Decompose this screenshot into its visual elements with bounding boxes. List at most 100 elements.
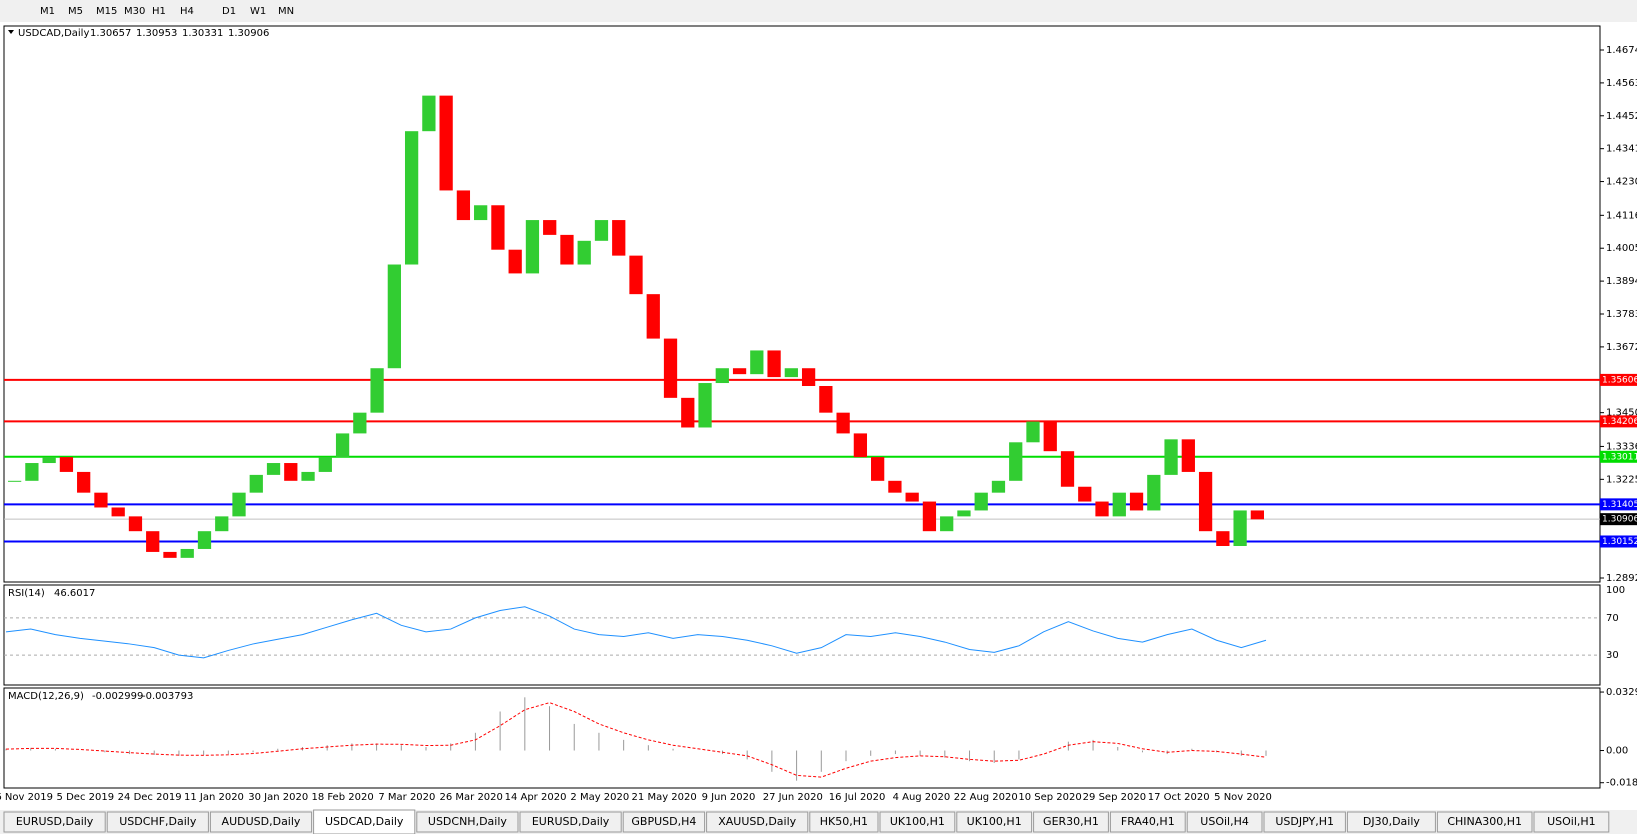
macd-pane: [3, 687, 1601, 789]
candle: [318, 457, 332, 472]
tab[interactable]: [1186, 811, 1263, 833]
timeframe-button[interactable]: M30: [124, 6, 145, 17]
tab[interactable]: [1109, 811, 1186, 833]
rsi-pane: [3, 584, 1601, 686]
candle: [560, 234, 574, 265]
tab-label[interactable]: USDCAD,Daily: [325, 815, 404, 828]
tab[interactable]: [416, 811, 519, 833]
level-label: 1.35606: [1602, 375, 1637, 385]
candle: [1112, 492, 1126, 517]
timeframe-button[interactable]: D1: [222, 6, 236, 17]
tab[interactable]: [313, 809, 416, 835]
candle: [232, 492, 246, 517]
macd-name: MACD(12,26,9): [8, 691, 84, 702]
tab-label[interactable]: EURUSD,Daily: [532, 815, 610, 828]
level-tag: [1600, 373, 1637, 386]
tab-label[interactable]: XAUUSD,Daily: [718, 815, 796, 828]
tab-label[interactable]: GBPUSD,H4: [631, 815, 696, 828]
candle: [508, 249, 522, 274]
candle: [180, 548, 194, 558]
tab[interactable]: [1263, 811, 1346, 833]
candle: [991, 480, 1006, 493]
tab-label[interactable]: USDJPY,H1: [1275, 815, 1334, 828]
tab-label[interactable]: GER30,H1: [1043, 815, 1099, 828]
candle: [888, 480, 902, 493]
tab[interactable]: [809, 811, 879, 833]
tab[interactable]: [1533, 811, 1610, 833]
timeframe-button[interactable]: M15: [96, 6, 117, 17]
tab-label[interactable]: AUDUSD,Daily: [222, 815, 301, 828]
candle: [577, 240, 591, 265]
level-tag: [1600, 498, 1637, 511]
y-tick-label: 1.43410: [1606, 144, 1637, 155]
date-label: 18 Feb 2020: [311, 792, 373, 803]
tab[interactable]: [706, 811, 809, 833]
tab[interactable]: [879, 811, 956, 833]
tab-label[interactable]: USDCNH,Daily: [428, 815, 508, 828]
tab[interactable]: [956, 811, 1033, 833]
date-label: 27 Jun 2020: [763, 792, 823, 803]
current-price-tag: [1600, 513, 1637, 526]
date-label: 5 Dec 2019: [57, 792, 115, 803]
tab[interactable]: [106, 811, 209, 833]
candle: [353, 412, 367, 434]
tab-label[interactable]: DJ30,Daily: [1363, 815, 1421, 828]
candle: [1164, 439, 1178, 475]
tab[interactable]: [1436, 811, 1533, 833]
header-value: USDCAD,Daily: [18, 28, 89, 39]
y-tick-label: 1.42300: [1606, 177, 1637, 188]
tab[interactable]: [519, 811, 622, 833]
candle: [249, 474, 263, 493]
y-tick-label: 1.46740: [1606, 45, 1637, 56]
candle: [422, 95, 436, 132]
y-tick-label: 1.38940: [1606, 276, 1637, 287]
candle: [474, 205, 488, 221]
level-label: 1.33011: [1602, 452, 1637, 462]
y-tick-label: 1.37830: [1606, 309, 1637, 320]
candle: [335, 433, 350, 458]
y-tick-label: 30: [1606, 650, 1619, 661]
tab-label[interactable]: USOil,H1: [1547, 815, 1596, 828]
macd-signal-value: -0.003793: [142, 691, 193, 702]
tab-label[interactable]: USDCHF,Daily: [119, 815, 197, 828]
timeframe-button[interactable]: MN: [278, 6, 294, 17]
candle: [836, 412, 850, 434]
tab-label[interactable]: EURUSD,Daily: [16, 815, 94, 828]
candle: [750, 350, 764, 375]
candle: [370, 368, 384, 413]
candle: [1181, 439, 1195, 472]
timeframe-button[interactable]: H4: [180, 6, 194, 17]
date-label: 29 Sep 2020: [1083, 792, 1146, 803]
tab[interactable]: [209, 811, 313, 833]
tab-label[interactable]: FRA40,H1: [1121, 815, 1175, 828]
rsi-name: RSI(14): [8, 588, 45, 599]
timeframe-button[interactable]: M1: [40, 6, 55, 17]
tab-label[interactable]: USOil,H4: [1200, 815, 1249, 828]
date-label: 30 Jan 2020: [248, 792, 308, 803]
timeframe-button[interactable]: W1: [250, 6, 266, 17]
date-label: 14 Apr 2020: [505, 792, 567, 803]
tab[interactable]: [3, 811, 106, 833]
level-label: 1.31405: [1602, 500, 1637, 510]
candle: [439, 95, 453, 191]
tab-label[interactable]: CHINA300,H1: [1447, 815, 1522, 828]
candle: [1026, 421, 1040, 443]
candle: [1198, 471, 1213, 532]
timeframe-button[interactable]: M5: [68, 6, 83, 17]
date-label: 4 Aug 2020: [893, 792, 951, 803]
tab[interactable]: [1346, 811, 1436, 833]
tab[interactable]: [622, 811, 706, 833]
candle: [1078, 486, 1092, 502]
tab-label[interactable]: UK100,H1: [890, 815, 945, 828]
candle: [1250, 510, 1264, 520]
toolbar: [0, 0, 1637, 22]
candle: [25, 463, 39, 481]
candle: [905, 492, 919, 502]
y-tick-label: 1.32250: [1606, 474, 1637, 485]
timeframe-button[interactable]: H1: [152, 6, 166, 17]
candle: [940, 516, 954, 532]
candle: [1043, 421, 1057, 452]
tab-label[interactable]: HK50,H1: [820, 815, 868, 828]
tab[interactable]: [1033, 811, 1109, 833]
tab-label[interactable]: UK100,H1: [967, 815, 1022, 828]
